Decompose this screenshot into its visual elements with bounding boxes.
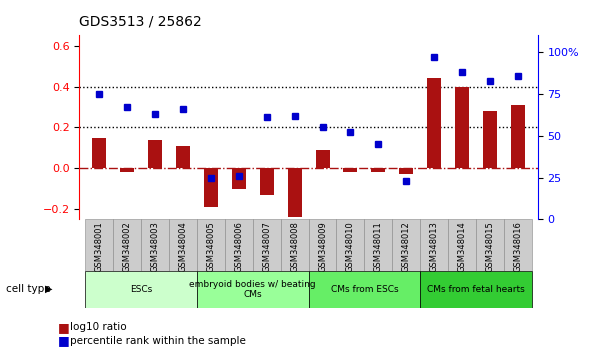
Text: GSM348015: GSM348015 [486, 222, 495, 272]
FancyBboxPatch shape [420, 271, 532, 308]
Text: GSM348008: GSM348008 [290, 222, 299, 273]
Bar [315, 150, 329, 169]
Bar [400, 169, 413, 175]
Bar [371, 169, 386, 172]
Bar [260, 169, 274, 195]
FancyBboxPatch shape [309, 271, 420, 308]
Bar [483, 111, 497, 169]
Bar [288, 169, 302, 217]
FancyBboxPatch shape [309, 219, 337, 271]
Text: GSM348012: GSM348012 [402, 222, 411, 272]
FancyBboxPatch shape [225, 219, 253, 271]
Text: ESCs: ESCs [130, 285, 152, 294]
FancyBboxPatch shape [476, 219, 504, 271]
Text: GSM348001: GSM348001 [95, 222, 103, 272]
Text: GSM348016: GSM348016 [514, 222, 522, 273]
Text: GSM348013: GSM348013 [430, 222, 439, 273]
Bar [176, 146, 190, 169]
Text: ■: ■ [58, 334, 70, 347]
FancyBboxPatch shape [85, 271, 197, 308]
Text: log10 ratio: log10 ratio [70, 322, 127, 332]
Bar [511, 105, 525, 169]
Text: GSM348009: GSM348009 [318, 222, 327, 272]
Text: percentile rank within the sample: percentile rank within the sample [70, 336, 246, 346]
FancyBboxPatch shape [141, 219, 169, 271]
Bar [204, 169, 218, 207]
Text: GDS3513 / 25862: GDS3513 / 25862 [79, 14, 202, 28]
FancyBboxPatch shape [420, 219, 448, 271]
Bar [148, 140, 162, 169]
FancyBboxPatch shape [448, 219, 476, 271]
Text: GSM348007: GSM348007 [262, 222, 271, 273]
Text: CMs from fetal hearts: CMs from fetal hearts [427, 285, 525, 294]
Bar [455, 86, 469, 169]
Bar [427, 78, 441, 169]
Text: GSM348011: GSM348011 [374, 222, 383, 272]
Text: embryoid bodies w/ beating
CMs: embryoid bodies w/ beating CMs [189, 280, 316, 299]
Bar [120, 169, 134, 172]
Text: GSM348006: GSM348006 [234, 222, 243, 273]
FancyBboxPatch shape [197, 271, 309, 308]
FancyBboxPatch shape [280, 219, 309, 271]
FancyBboxPatch shape [197, 219, 225, 271]
Text: GSM348005: GSM348005 [207, 222, 215, 272]
Text: ■: ■ [58, 321, 70, 334]
FancyBboxPatch shape [504, 219, 532, 271]
Text: GSM348003: GSM348003 [150, 222, 159, 273]
Text: ▶: ▶ [45, 284, 52, 294]
FancyBboxPatch shape [85, 219, 113, 271]
FancyBboxPatch shape [337, 219, 364, 271]
FancyBboxPatch shape [113, 219, 141, 271]
FancyBboxPatch shape [364, 219, 392, 271]
FancyBboxPatch shape [253, 219, 280, 271]
Text: GSM348004: GSM348004 [178, 222, 188, 272]
Bar [343, 169, 357, 172]
Bar [232, 169, 246, 189]
Bar [92, 138, 106, 169]
Text: GSM348014: GSM348014 [458, 222, 467, 272]
Text: CMs from ESCs: CMs from ESCs [331, 285, 398, 294]
Text: GSM348010: GSM348010 [346, 222, 355, 272]
FancyBboxPatch shape [392, 219, 420, 271]
Text: cell type: cell type [6, 284, 51, 294]
Text: GSM348002: GSM348002 [122, 222, 131, 272]
FancyBboxPatch shape [169, 219, 197, 271]
